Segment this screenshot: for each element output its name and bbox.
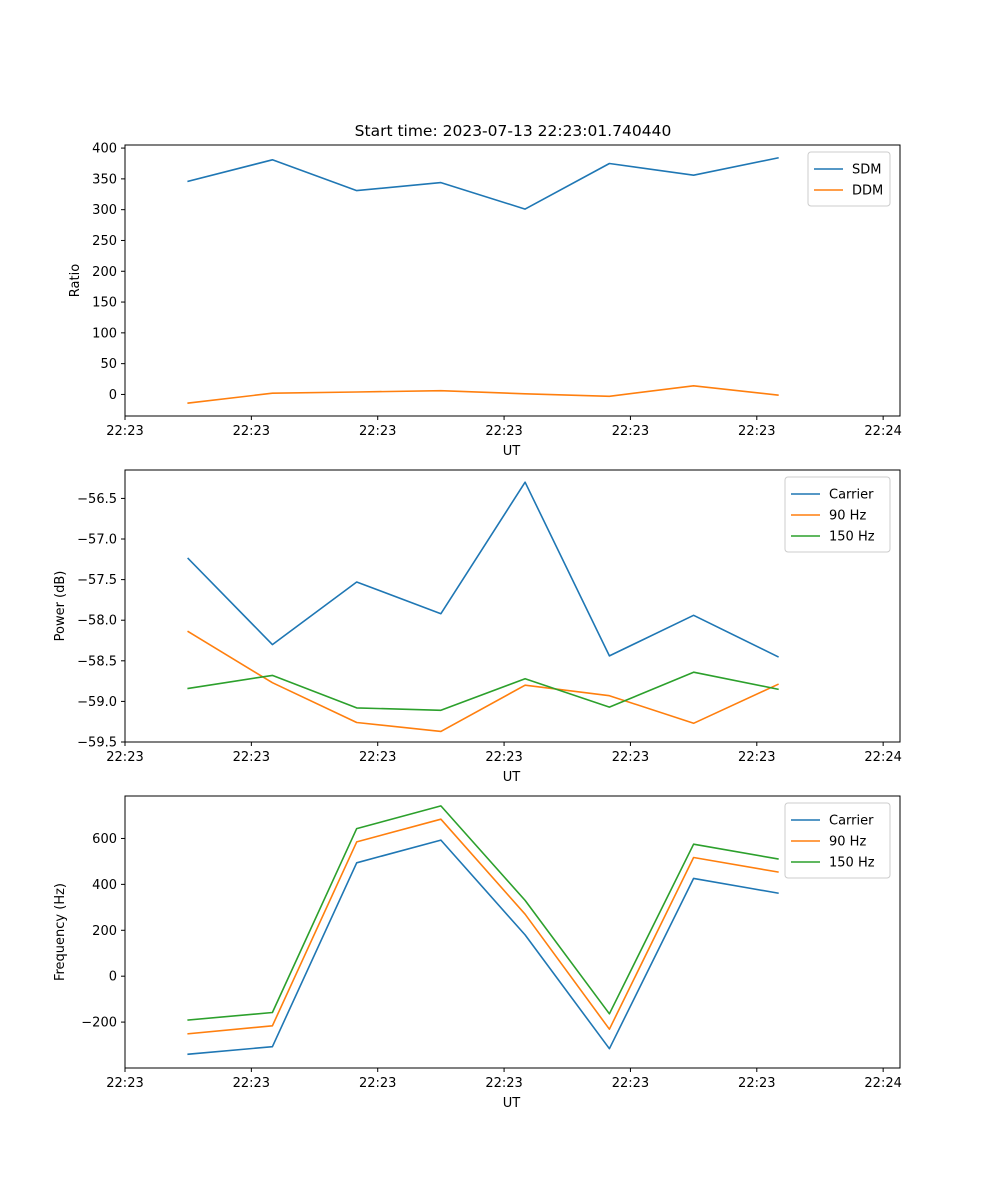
legend: SDM DDM <box>807 151 891 207</box>
x-tick-label: 22:24 <box>864 424 901 439</box>
legend-label: Carrier <box>829 488 874 503</box>
figure-title: Start time: 2023-07-13 22:23:01.740440 <box>355 122 672 140</box>
x-tick-label: 22:23 <box>106 1076 143 1091</box>
x-tick-label: 22:23 <box>233 1076 270 1091</box>
x-axis-label: UT <box>503 1096 521 1111</box>
x-tick-label: 22:23 <box>738 750 775 765</box>
series-line-carrier <box>187 839 779 1056</box>
axes-frame <box>124 469 901 743</box>
x-tick-label: 22:23 <box>612 424 649 439</box>
x-axis-label: UT <box>503 444 521 459</box>
y-tick-label: −58.5 <box>77 654 117 669</box>
y-tick-label: 400 <box>92 142 117 157</box>
y-tick-label: 150 <box>92 296 117 311</box>
x-tick-label: 22:23 <box>738 1076 775 1091</box>
x-tick-label: 22:23 <box>738 424 775 439</box>
y-tick-label: −57.0 <box>77 533 117 548</box>
x-tick-label: 22:23 <box>359 424 396 439</box>
x-tick-label: 22:23 <box>485 424 522 439</box>
y-axis-label: Ratio <box>68 264 83 297</box>
legend-box <box>784 476 891 553</box>
y-tick-label: 200 <box>92 924 117 939</box>
legend-label: Carrier <box>829 814 874 829</box>
y-tick-label: 250 <box>92 234 117 249</box>
y-axis-label: Frequency (Hz) <box>53 883 68 981</box>
legend-label: SDM <box>852 163 881 178</box>
legend-label: 90 Hz <box>829 509 866 524</box>
x-tick-label: 22:23 <box>106 750 143 765</box>
series-line-90-hz <box>187 818 779 1035</box>
panel-frequency: 22:23 22:23 22:23 22:23 22:23 22:23 22:24 600 40… <box>53 795 902 1111</box>
y-tick-label: 400 <box>92 878 117 893</box>
panel-power: 22:23 22:23 22:23 22:23 22:23 22:23 22:24 −56.5… <box>53 469 902 785</box>
y-tick-label: 350 <box>92 172 117 187</box>
legend: Carrier 90 Hz 150 Hz <box>784 476 891 553</box>
legend-label: 90 Hz <box>829 835 866 850</box>
axes-frame <box>124 144 901 417</box>
x-tick-label: 22:24 <box>864 1076 901 1091</box>
x-tick-label: 22:23 <box>612 1076 649 1091</box>
x-tick-label: 22:23 <box>359 1076 396 1091</box>
y-tick-label: 50 <box>100 357 117 372</box>
y-axis-label: Power (dB) <box>53 571 68 642</box>
x-tick-label: 22:24 <box>864 750 901 765</box>
y-tick-label: 100 <box>92 326 117 341</box>
x-tick-label: 22:23 <box>233 424 270 439</box>
series-line-ddm <box>187 384 779 404</box>
y-tick-label: −59.5 <box>77 736 117 751</box>
x-tick-label: 22:23 <box>106 424 143 439</box>
y-tick-label: 300 <box>92 203 117 218</box>
y-tick-label: 200 <box>92 265 117 280</box>
x-tick-label: 22:23 <box>485 750 522 765</box>
series-line-sdm <box>187 156 779 210</box>
series-line-150-hz <box>187 805 779 1021</box>
series-line-150-hz <box>187 671 779 712</box>
legend-box <box>784 802 891 879</box>
y-tick-label: −57.5 <box>77 573 117 588</box>
axes-frame <box>124 795 901 1069</box>
y-tick-label: −59.0 <box>77 695 117 710</box>
x-tick-label: 22:23 <box>485 1076 522 1091</box>
legend-label: DDM <box>852 184 883 199</box>
y-tick-label: −200 <box>81 1016 117 1031</box>
x-axis-label: UT <box>503 770 521 785</box>
legend-box <box>807 151 891 207</box>
y-tick-label: −58.0 <box>77 614 117 629</box>
panel-ratio: 22:23 22:23 22:23 22:23 22:23 22:23 22:24 400 35… <box>68 142 902 459</box>
y-tick-label: 600 <box>92 832 117 847</box>
legend-label: 150 Hz <box>829 856 875 871</box>
series-line-90-hz <box>187 630 779 733</box>
x-tick-label: 22:23 <box>612 750 649 765</box>
x-tick-label: 22:23 <box>233 750 270 765</box>
y-tick-label: 0 <box>109 970 117 985</box>
y-tick-label: −56.5 <box>77 492 117 507</box>
legend: Carrier 90 Hz 150 Hz <box>784 802 891 879</box>
series-line-carrier <box>187 481 779 658</box>
y-tick-label: 0 <box>109 388 117 403</box>
x-tick-label: 22:23 <box>359 750 396 765</box>
legend-label: 150 Hz <box>829 530 875 545</box>
